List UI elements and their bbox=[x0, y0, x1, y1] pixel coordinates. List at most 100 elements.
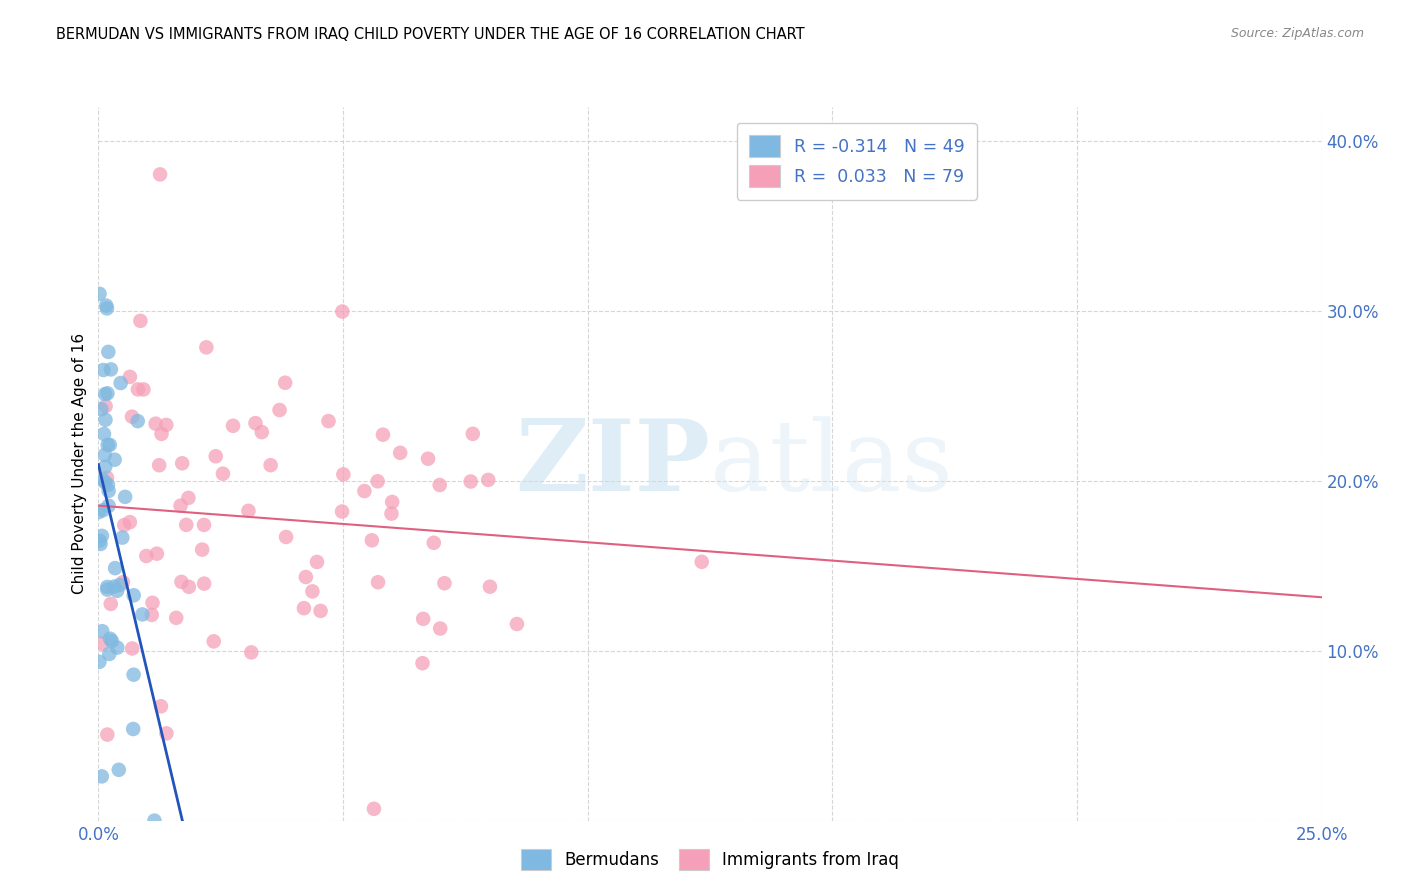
Point bbox=[105, 583, 128, 598]
Point bbox=[318, 414, 340, 428]
Point bbox=[87, 505, 110, 519]
Point bbox=[127, 414, 149, 428]
Point bbox=[389, 446, 412, 460]
Point bbox=[212, 467, 235, 481]
Point bbox=[240, 645, 263, 659]
Point bbox=[89, 286, 111, 301]
Text: ZIP: ZIP bbox=[515, 416, 710, 512]
Point bbox=[96, 582, 118, 597]
Point bbox=[122, 667, 145, 681]
Point bbox=[104, 561, 127, 575]
Point bbox=[100, 597, 122, 611]
Point bbox=[411, 656, 433, 670]
Point bbox=[121, 409, 143, 424]
Point bbox=[129, 314, 152, 328]
Point bbox=[330, 304, 353, 318]
Point bbox=[96, 580, 118, 594]
Y-axis label: Child Poverty Under the Age of 16: Child Poverty Under the Age of 16 bbox=[72, 334, 87, 594]
Text: BERMUDAN VS IMMIGRANTS FROM IRAQ CHILD POVERTY UNDER THE AGE OF 16 CORRELATION C: BERMUDAN VS IMMIGRANTS FROM IRAQ CHILD P… bbox=[56, 27, 804, 42]
Point bbox=[103, 580, 125, 594]
Point bbox=[98, 632, 121, 646]
Text: atlas: atlas bbox=[710, 416, 953, 512]
Point bbox=[429, 622, 451, 636]
Point bbox=[110, 376, 132, 390]
Point bbox=[141, 596, 163, 610]
Point bbox=[222, 418, 245, 433]
Point bbox=[367, 475, 389, 489]
Point bbox=[690, 555, 713, 569]
Point bbox=[146, 547, 169, 561]
Point bbox=[477, 473, 499, 487]
Point bbox=[121, 641, 143, 656]
Point bbox=[105, 640, 128, 655]
Point bbox=[111, 531, 134, 545]
Point bbox=[363, 802, 385, 816]
Point bbox=[96, 728, 118, 742]
Point bbox=[96, 301, 118, 316]
Legend: Bermudans, Immigrants from Iraq: Bermudans, Immigrants from Iraq bbox=[510, 838, 910, 880]
Point bbox=[118, 515, 141, 529]
Point bbox=[94, 459, 117, 474]
Point bbox=[107, 763, 129, 777]
Point bbox=[149, 168, 172, 182]
Point bbox=[91, 503, 114, 517]
Point bbox=[94, 399, 117, 413]
Point bbox=[460, 475, 482, 489]
Point bbox=[202, 634, 225, 648]
Point bbox=[172, 456, 194, 470]
Point bbox=[478, 580, 501, 594]
Point bbox=[381, 495, 404, 509]
Point bbox=[94, 475, 117, 490]
Point bbox=[506, 617, 529, 632]
Point bbox=[332, 467, 354, 482]
Point bbox=[96, 299, 118, 313]
Point bbox=[89, 655, 111, 669]
Point bbox=[461, 426, 484, 441]
Point bbox=[416, 451, 439, 466]
Point bbox=[330, 504, 353, 518]
Point bbox=[100, 362, 122, 376]
Point bbox=[89, 537, 111, 551]
Point bbox=[111, 575, 134, 590]
Point bbox=[94, 448, 117, 462]
Point bbox=[412, 612, 434, 626]
Point bbox=[170, 574, 193, 589]
Point bbox=[141, 607, 163, 622]
Point bbox=[97, 344, 120, 359]
Point bbox=[108, 578, 131, 592]
Point bbox=[89, 533, 111, 548]
Point bbox=[371, 427, 394, 442]
Point bbox=[305, 555, 328, 569]
Point bbox=[148, 458, 170, 473]
Text: Source: ZipAtlas.com: Source: ZipAtlas.com bbox=[1230, 27, 1364, 40]
Point bbox=[94, 413, 117, 427]
Point bbox=[177, 491, 200, 505]
Point bbox=[122, 722, 145, 736]
Point bbox=[98, 438, 121, 452]
Point bbox=[193, 517, 215, 532]
Point bbox=[353, 484, 375, 499]
Point bbox=[91, 624, 114, 639]
Point bbox=[98, 647, 121, 661]
Point bbox=[91, 473, 114, 487]
Point bbox=[143, 814, 166, 828]
Point bbox=[245, 416, 267, 430]
Point bbox=[169, 499, 191, 513]
Point bbox=[145, 417, 167, 431]
Point bbox=[97, 499, 120, 513]
Point bbox=[174, 517, 197, 532]
Point bbox=[114, 490, 136, 504]
Point bbox=[259, 458, 281, 473]
Point bbox=[96, 386, 118, 401]
Point bbox=[150, 426, 173, 441]
Point bbox=[91, 529, 114, 543]
Point bbox=[309, 604, 332, 618]
Point bbox=[238, 504, 260, 518]
Point bbox=[274, 530, 297, 544]
Point bbox=[274, 376, 297, 390]
Point bbox=[132, 383, 155, 397]
Point bbox=[433, 576, 456, 591]
Point bbox=[250, 425, 273, 439]
Point bbox=[127, 383, 149, 397]
Point bbox=[90, 402, 112, 417]
